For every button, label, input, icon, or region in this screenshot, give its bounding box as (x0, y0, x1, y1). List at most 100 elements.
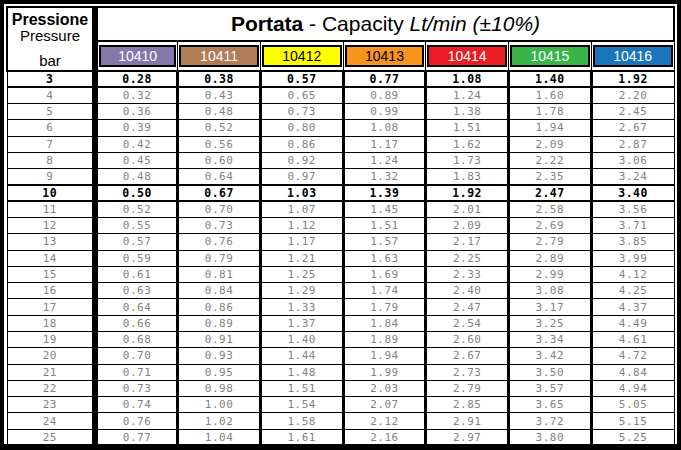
capacity-cell-10413: 2.16 (343, 429, 426, 445)
capacity-cell-10412: 1.54 (260, 397, 343, 413)
title-unit: Lt/min (±10%) (409, 12, 540, 35)
capacity-cell-10412: 1.51 (260, 380, 343, 396)
pressure-cell: 4 (7, 87, 95, 103)
pressure-cell: 25 (7, 429, 95, 445)
capacity-cell-10416: 4.12 (591, 266, 674, 282)
capacity-cell-10413: 1.89 (343, 332, 426, 348)
capacity-cell-10413: 1.51 (343, 218, 426, 234)
capacity-cell-10410: 0.28 (95, 71, 178, 87)
capacity-cell-10410: 0.61 (95, 266, 178, 282)
capacity-cell-10412: 1.17 (260, 234, 343, 250)
capacity-cell-10414: 2.60 (426, 332, 509, 348)
capacity-cell-10412: 1.03 (260, 185, 343, 201)
model-chip-10415: 10415 (510, 45, 590, 67)
capacity-cell-10415: 2.89 (509, 250, 592, 266)
table-row-3bar: 30.280.380.570.771.081.401.92 (7, 71, 674, 87)
capacity-cell-10416: 5.25 (591, 429, 674, 445)
column-header-10413: 10413 (343, 41, 426, 71)
pressure-cell: 20 (7, 348, 95, 364)
pressure-unit-label: bar (9, 53, 91, 69)
capacity-cell-10415: 1.40 (509, 71, 592, 87)
model-chip-10416: 10416 (593, 45, 673, 67)
capacity-cell-10412: 0.97 (260, 169, 343, 185)
capacity-cell-10412: 0.92 (260, 152, 343, 168)
capacity-cell-10416: 3.40 (591, 185, 674, 201)
pressure-cell: 16 (7, 283, 95, 299)
capacity-cell-10413: 1.63 (343, 250, 426, 266)
capacity-cell-10415: 3.34 (509, 332, 592, 348)
capacity-cell-10410: 0.52 (95, 201, 178, 217)
capacity-cell-10414: 2.25 (426, 250, 509, 266)
capacity-cell-10415: 2.79 (509, 234, 592, 250)
capacity-cell-10411: 0.52 (178, 120, 261, 136)
capacity-cell-10410: 0.39 (95, 120, 178, 136)
capacity-cell-10415: 3.08 (509, 283, 592, 299)
pressure-cell: 9 (7, 169, 95, 185)
table-row-17bar: 170.640.861.331.792.473.174.37 (7, 299, 674, 315)
pressure-cell: 19 (7, 332, 95, 348)
capacity-cell-10410: 0.68 (95, 332, 178, 348)
capacity-cell-10411: 0.79 (178, 250, 261, 266)
capacity-cell-10410: 0.32 (95, 87, 178, 103)
capacity-cell-10416: 2.20 (591, 87, 674, 103)
capacity-cell-10416: 4.25 (591, 283, 674, 299)
capacity-cell-10412: 0.80 (260, 120, 343, 136)
capacity-cell-10410: 0.73 (95, 380, 178, 396)
capacity-cell-10411: 0.48 (178, 104, 261, 120)
capacity-cell-10411: 0.70 (178, 201, 261, 217)
capacity-cell-10411: 0.98 (178, 380, 261, 396)
capacity-cell-10415: 2.35 (509, 169, 592, 185)
capacity-cell-10414: 2.40 (426, 283, 509, 299)
pressure-cell: 23 (7, 397, 95, 413)
capacity-cell-10413: 1.79 (343, 299, 426, 315)
title-capacity: - Capacity (303, 12, 409, 35)
capacity-cell-10413: 1.99 (343, 364, 426, 380)
capacity-cell-10416: 4.49 (591, 315, 674, 331)
capacity-cell-10413: 1.94 (343, 348, 426, 364)
capacity-cell-10410: 0.64 (95, 299, 178, 315)
capacity-cell-10411: 0.89 (178, 315, 261, 331)
capacity-cell-10410: 0.57 (95, 234, 178, 250)
pressure-cell: 6 (7, 120, 95, 136)
capacity-cell-10413: 1.69 (343, 266, 426, 282)
capacity-cell-10413: 1.84 (343, 315, 426, 331)
capacity-cell-10411: 0.84 (178, 283, 261, 299)
capacity-cell-10411: 0.76 (178, 234, 261, 250)
capacity-cell-10410: 0.63 (95, 283, 178, 299)
capacity-cell-10413: 2.12 (343, 413, 426, 429)
table-row-23bar: 230.741.001.542.072.853.655.05 (7, 397, 674, 413)
capacity-cell-10411: 0.38 (178, 71, 261, 87)
model-chip-10412: 10412 (262, 45, 342, 67)
pressure-cell: 8 (7, 152, 95, 168)
table-row-25bar: 250.771.041.612.162.973.805.25 (7, 429, 674, 445)
capacity-cell-10416: 1.92 (591, 71, 674, 87)
pressure-label-english: Pressure (9, 28, 91, 44)
model-header-row: 10410104111041210413104141041510416 (7, 41, 674, 71)
capacity-cell-10414: 1.08 (426, 71, 509, 87)
capacity-cell-10416: 4.61 (591, 332, 674, 348)
capacity-cell-10410: 0.66 (95, 315, 178, 331)
capacity-cell-10412: 1.48 (260, 364, 343, 380)
capacity-cell-10416: 3.71 (591, 218, 674, 234)
table-row-8bar: 80.450.600.921.241.732.223.06 (7, 152, 674, 168)
capacity-cell-10412: 1.29 (260, 283, 343, 299)
table-row-13bar: 130.570.761.171.572.172.793.85 (7, 234, 674, 250)
capacity-cell-10415: 3.72 (509, 413, 592, 429)
capacity-cell-10410: 0.36 (95, 104, 178, 120)
capacity-cell-10415: 2.58 (509, 201, 592, 217)
capacity-cell-10416: 4.84 (591, 364, 674, 380)
capacity-cell-10414: 1.38 (426, 104, 509, 120)
capacity-cell-10414: 2.47 (426, 299, 509, 315)
capacity-cell-10411: 0.81 (178, 266, 261, 282)
table-title: Portata - Capacity Lt/min (±10%) (95, 7, 674, 41)
pressure-cell: 12 (7, 218, 95, 234)
table-row-5bar: 50.360.480.730.991.381.782.45 (7, 104, 674, 120)
capacity-cell-10416: 3.24 (591, 169, 674, 185)
capacity-cell-10414: 2.85 (426, 397, 509, 413)
capacity-cell-10414: 2.73 (426, 364, 509, 380)
table-row-7bar: 70.420.560.861.171.622.092.87 (7, 136, 674, 152)
capacity-cell-10413: 1.45 (343, 201, 426, 217)
capacity-cell-10410: 0.42 (95, 136, 178, 152)
capacity-cell-10412: 0.57 (260, 71, 343, 87)
column-header-10414: 10414 (426, 41, 509, 71)
